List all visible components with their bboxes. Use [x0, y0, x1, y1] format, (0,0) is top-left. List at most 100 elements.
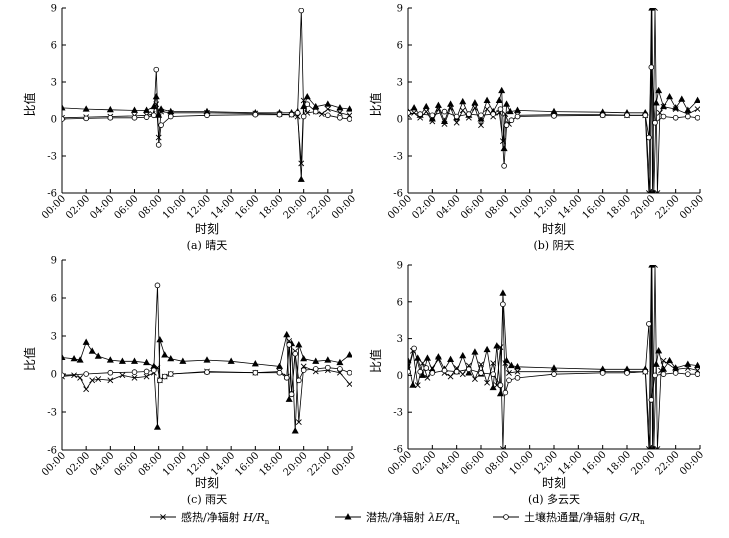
- legend-label-text: 潜热/净辐射: [366, 510, 428, 524]
- data-point-LE: [440, 117, 449, 124]
- y-tick-label: 0: [397, 115, 403, 126]
- x-tick-label: 06:00: [112, 450, 140, 478]
- data-point-LE: [346, 351, 352, 358]
- legend-marker-triangle: [344, 513, 352, 520]
- series-G: [408, 301, 700, 403]
- data-point-LE: [471, 99, 479, 106]
- data-point-LE: [672, 104, 680, 111]
- data-point-LE: [118, 357, 126, 364]
- data-point-G: [252, 111, 259, 118]
- series-H: [62, 338, 352, 426]
- data-point-LE: [477, 115, 485, 122]
- data-point-G: [312, 108, 319, 115]
- data-point-H: [298, 160, 305, 167]
- data-point-H: [107, 377, 114, 384]
- data-point-LE: [336, 358, 344, 366]
- x-tick-label: 10:00: [508, 193, 536, 221]
- x-axis-label: 时刻: [195, 222, 219, 236]
- x-tick-label: 10:00: [508, 449, 536, 477]
- data-point-G: [288, 391, 295, 398]
- data-point-G: [453, 368, 460, 375]
- data-point-LE: [471, 348, 479, 355]
- data-point-LE: [409, 381, 417, 388]
- y-axis-label: 比值: [22, 347, 37, 371]
- data-point-LE: [161, 351, 169, 358]
- data-point-G: [312, 366, 319, 372]
- data-point-LE: [82, 338, 90, 345]
- y-tick-label: 3: [51, 78, 57, 89]
- x-tick-label: 22:00: [306, 450, 334, 478]
- x-tick-label: 18:00: [257, 450, 285, 478]
- x-tick-label: 22:00: [306, 193, 334, 221]
- data-point-LE: [419, 371, 427, 378]
- series-G: [62, 8, 352, 148]
- data-point-LE: [283, 330, 291, 338]
- data-point-LE: [659, 102, 668, 110]
- x-tick-label: 04:00: [88, 193, 116, 221]
- data-point-G: [466, 111, 472, 117]
- legend-item-LE: 潜热/净辐射 λE/Rn: [335, 510, 460, 526]
- data-point-H: [484, 379, 491, 386]
- x-tick-label: 02:00: [64, 193, 92, 221]
- data-point-LE: [465, 369, 473, 376]
- x-tick-label: 14:00: [556, 449, 584, 477]
- data-point-G: [204, 369, 210, 375]
- data-point-LE: [499, 289, 507, 296]
- data-point-G: [62, 372, 65, 379]
- data-point-G: [490, 111, 496, 117]
- data-point-H: [471, 376, 478, 382]
- data-point-LE: [666, 92, 674, 100]
- data-point-G: [478, 370, 484, 376]
- legend-label: 潜热/净辐射 λE/Rn: [366, 510, 460, 526]
- legend-variable: λE/R: [427, 511, 455, 524]
- data-point-LE: [167, 354, 175, 362]
- x-tick-label: 00:00: [330, 193, 358, 221]
- data-point-LE: [513, 362, 522, 370]
- data-point-G: [599, 112, 606, 119]
- chart-panel-4: -6 -3 0 3 6 9 00:00 02:0004:0006:0008:0010:0012…: [368, 261, 706, 507]
- series-G: [408, 64, 700, 169]
- data-point-H: [447, 373, 454, 380]
- panel-caption: (d) 多云天: [528, 492, 580, 506]
- data-point-G: [642, 112, 649, 119]
- data-point-LE: [496, 389, 504, 397]
- y-tick-label: -3: [47, 152, 57, 163]
- data-point-G: [490, 371, 496, 377]
- data-point-LE: [295, 341, 303, 348]
- series-line-LE: [62, 96, 350, 180]
- data-point-LE: [275, 362, 284, 369]
- data-point-LE: [336, 104, 344, 111]
- data-point-G: [648, 397, 655, 403]
- data-point-G: [417, 368, 423, 375]
- data-point-G: [441, 108, 448, 115]
- legend-item-H: 感热/净辐射 H/Rn: [150, 510, 270, 526]
- legend-label: 感热/净辐射 H/Rn: [181, 510, 270, 526]
- y-tick-label: 6: [51, 294, 57, 305]
- y-tick-label: -3: [393, 408, 403, 419]
- data-point-G: [502, 389, 509, 396]
- data-point-LE: [513, 106, 522, 113]
- data-point-H: [131, 374, 138, 381]
- data-point-G: [652, 119, 658, 126]
- data-point-G: [694, 371, 700, 377]
- legend: 感热/净辐射 H/Rn 潜热/净辐射 λE/Rn 土壤热通量/净辐射 G/Rn: [150, 510, 645, 526]
- data-point-LE: [655, 86, 663, 94]
- x-tick-label: 06:00: [459, 449, 487, 477]
- data-point-H: [77, 374, 84, 381]
- data-point-G: [429, 112, 436, 119]
- data-point-LE: [88, 347, 96, 354]
- data-point-G: [283, 374, 290, 381]
- data-point-LE: [227, 357, 235, 364]
- data-point-LE: [300, 354, 308, 362]
- x-tick-label: 12:00: [185, 193, 213, 221]
- data-point-LE: [495, 96, 503, 103]
- data-point-LE: [251, 360, 259, 367]
- data-point-H: [453, 119, 460, 126]
- data-point-LE: [62, 353, 66, 361]
- data-point-G: [642, 368, 649, 375]
- y-axis-label: 比值: [368, 92, 383, 116]
- data-point-LE: [297, 175, 305, 182]
- data-point-G: [423, 365, 430, 371]
- data-point-LE: [324, 100, 332, 107]
